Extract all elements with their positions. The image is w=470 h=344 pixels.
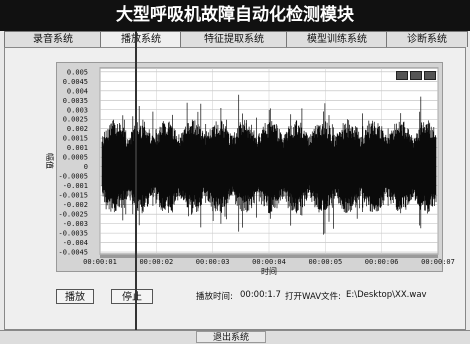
y-tick-label: 0.0025 — [63, 116, 88, 124]
y-tick-label: 0.004 — [67, 87, 88, 95]
exit-button[interactable]: 退出系统 — [196, 331, 266, 343]
y-tick-label: -0.004 — [63, 239, 88, 247]
zoom-tool-icon[interactable] — [410, 71, 422, 80]
x-tick-label: 00:00:07 — [421, 258, 455, 266]
y-tick-label: -0.003 — [63, 220, 88, 228]
y-tick-label: -0.0035 — [58, 230, 88, 238]
pan-tool-icon[interactable] — [424, 71, 436, 80]
y-tick-label: 0.0005 — [63, 154, 88, 162]
tab-diagnosis[interactable]: 诊断系统 — [386, 31, 468, 47]
stop-button[interactable]: 停止 — [111, 289, 153, 304]
y-tick-label: 0.0045 — [63, 78, 88, 86]
y-tick-label: 0.002 — [67, 125, 88, 133]
x-tick-label: 00:00:06 — [365, 258, 399, 266]
y-tick-label: 0.005 — [67, 68, 88, 76]
play-button[interactable]: 播放 — [56, 289, 94, 304]
y-tick-label: -0.0015 — [58, 192, 88, 200]
tab-bar: 录音系统 播放系统 特征提取系统 模型训练系统 诊断系统 — [4, 31, 468, 48]
y-tick-label: -0.002 — [63, 201, 88, 209]
graph-palette[interactable] — [396, 65, 438, 80]
cursor-tool-icon[interactable] — [396, 71, 408, 80]
y-axis-label: 幅值 — [45, 153, 55, 169]
window-title: 大型呼吸机故障自动化检测模块 — [0, 0, 470, 31]
y-tick-label: 0 — [84, 163, 88, 171]
y-tick-label: -0.001 — [63, 182, 88, 190]
x-tick-label: 00:00:01 — [83, 258, 117, 266]
play-time-value: 00:00:1.7 — [240, 290, 281, 300]
x-tick-label: 00:00:04 — [252, 258, 286, 266]
y-tick-label: -0.0005 — [58, 173, 88, 181]
x-tick-label: 00:00:03 — [196, 258, 230, 266]
x-tick-label: 00:00:02 — [139, 258, 173, 266]
playhead-line — [135, 31, 137, 343]
waveform-series — [101, 94, 437, 235]
y-tick-label: -0.0025 — [58, 211, 88, 219]
x-axis-label: 时间 — [261, 266, 277, 276]
play-time-label: 播放时间: — [196, 292, 233, 302]
file-path-value[interactable]: E:\Desktop\XX.wav — [346, 290, 427, 300]
y-tick-label: 0.0035 — [63, 97, 88, 105]
y-tick-label: 0.003 — [67, 106, 88, 114]
y-tick-label: -0.0045 — [58, 249, 88, 257]
x-tick-label: 00:00:05 — [308, 258, 342, 266]
plot-scrollbar[interactable] — [100, 255, 438, 258]
open-file-label: 打开WAV文件: — [285, 292, 341, 302]
y-tick-label: 0.001 — [67, 144, 88, 152]
y-tick-label: 0.0015 — [63, 135, 88, 143]
